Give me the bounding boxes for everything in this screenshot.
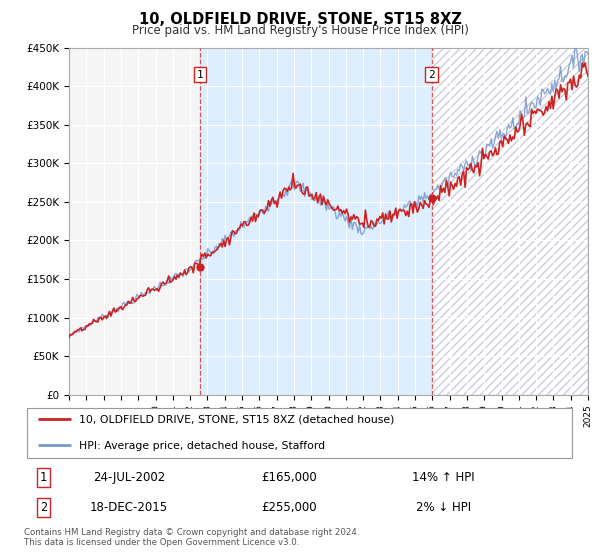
Text: £255,000: £255,000 [261,501,317,515]
FancyBboxPatch shape [27,408,572,458]
Text: 10, OLDFIELD DRIVE, STONE, ST15 8XZ (detached house): 10, OLDFIELD DRIVE, STONE, ST15 8XZ (det… [79,415,395,424]
Text: £165,000: £165,000 [261,471,317,484]
Text: Contains HM Land Registry data © Crown copyright and database right 2024.: Contains HM Land Registry data © Crown c… [24,528,359,537]
Bar [200,48,431,395]
Text: 2: 2 [40,501,47,515]
Text: 10, OLDFIELD DRIVE, STONE, ST15 8XZ: 10, OLDFIELD DRIVE, STONE, ST15 8XZ [139,12,461,27]
Text: This data is licensed under the Open Government Licence v3.0.: This data is licensed under the Open Gov… [24,538,299,547]
Text: 14% ↑ HPI: 14% ↑ HPI [412,471,475,484]
Text: HPI: Average price, detached house, Stafford: HPI: Average price, detached house, Staf… [79,441,325,451]
Bar [431,48,588,395]
Text: Price paid vs. HM Land Registry's House Price Index (HPI): Price paid vs. HM Land Registry's House … [131,24,469,36]
Text: 2: 2 [428,69,435,80]
Text: 1: 1 [196,69,203,80]
Text: 1: 1 [40,471,47,484]
Text: 2% ↓ HPI: 2% ↓ HPI [416,501,471,515]
Text: 18-DEC-2015: 18-DEC-2015 [90,501,168,515]
Text: 24-JUL-2002: 24-JUL-2002 [93,471,165,484]
